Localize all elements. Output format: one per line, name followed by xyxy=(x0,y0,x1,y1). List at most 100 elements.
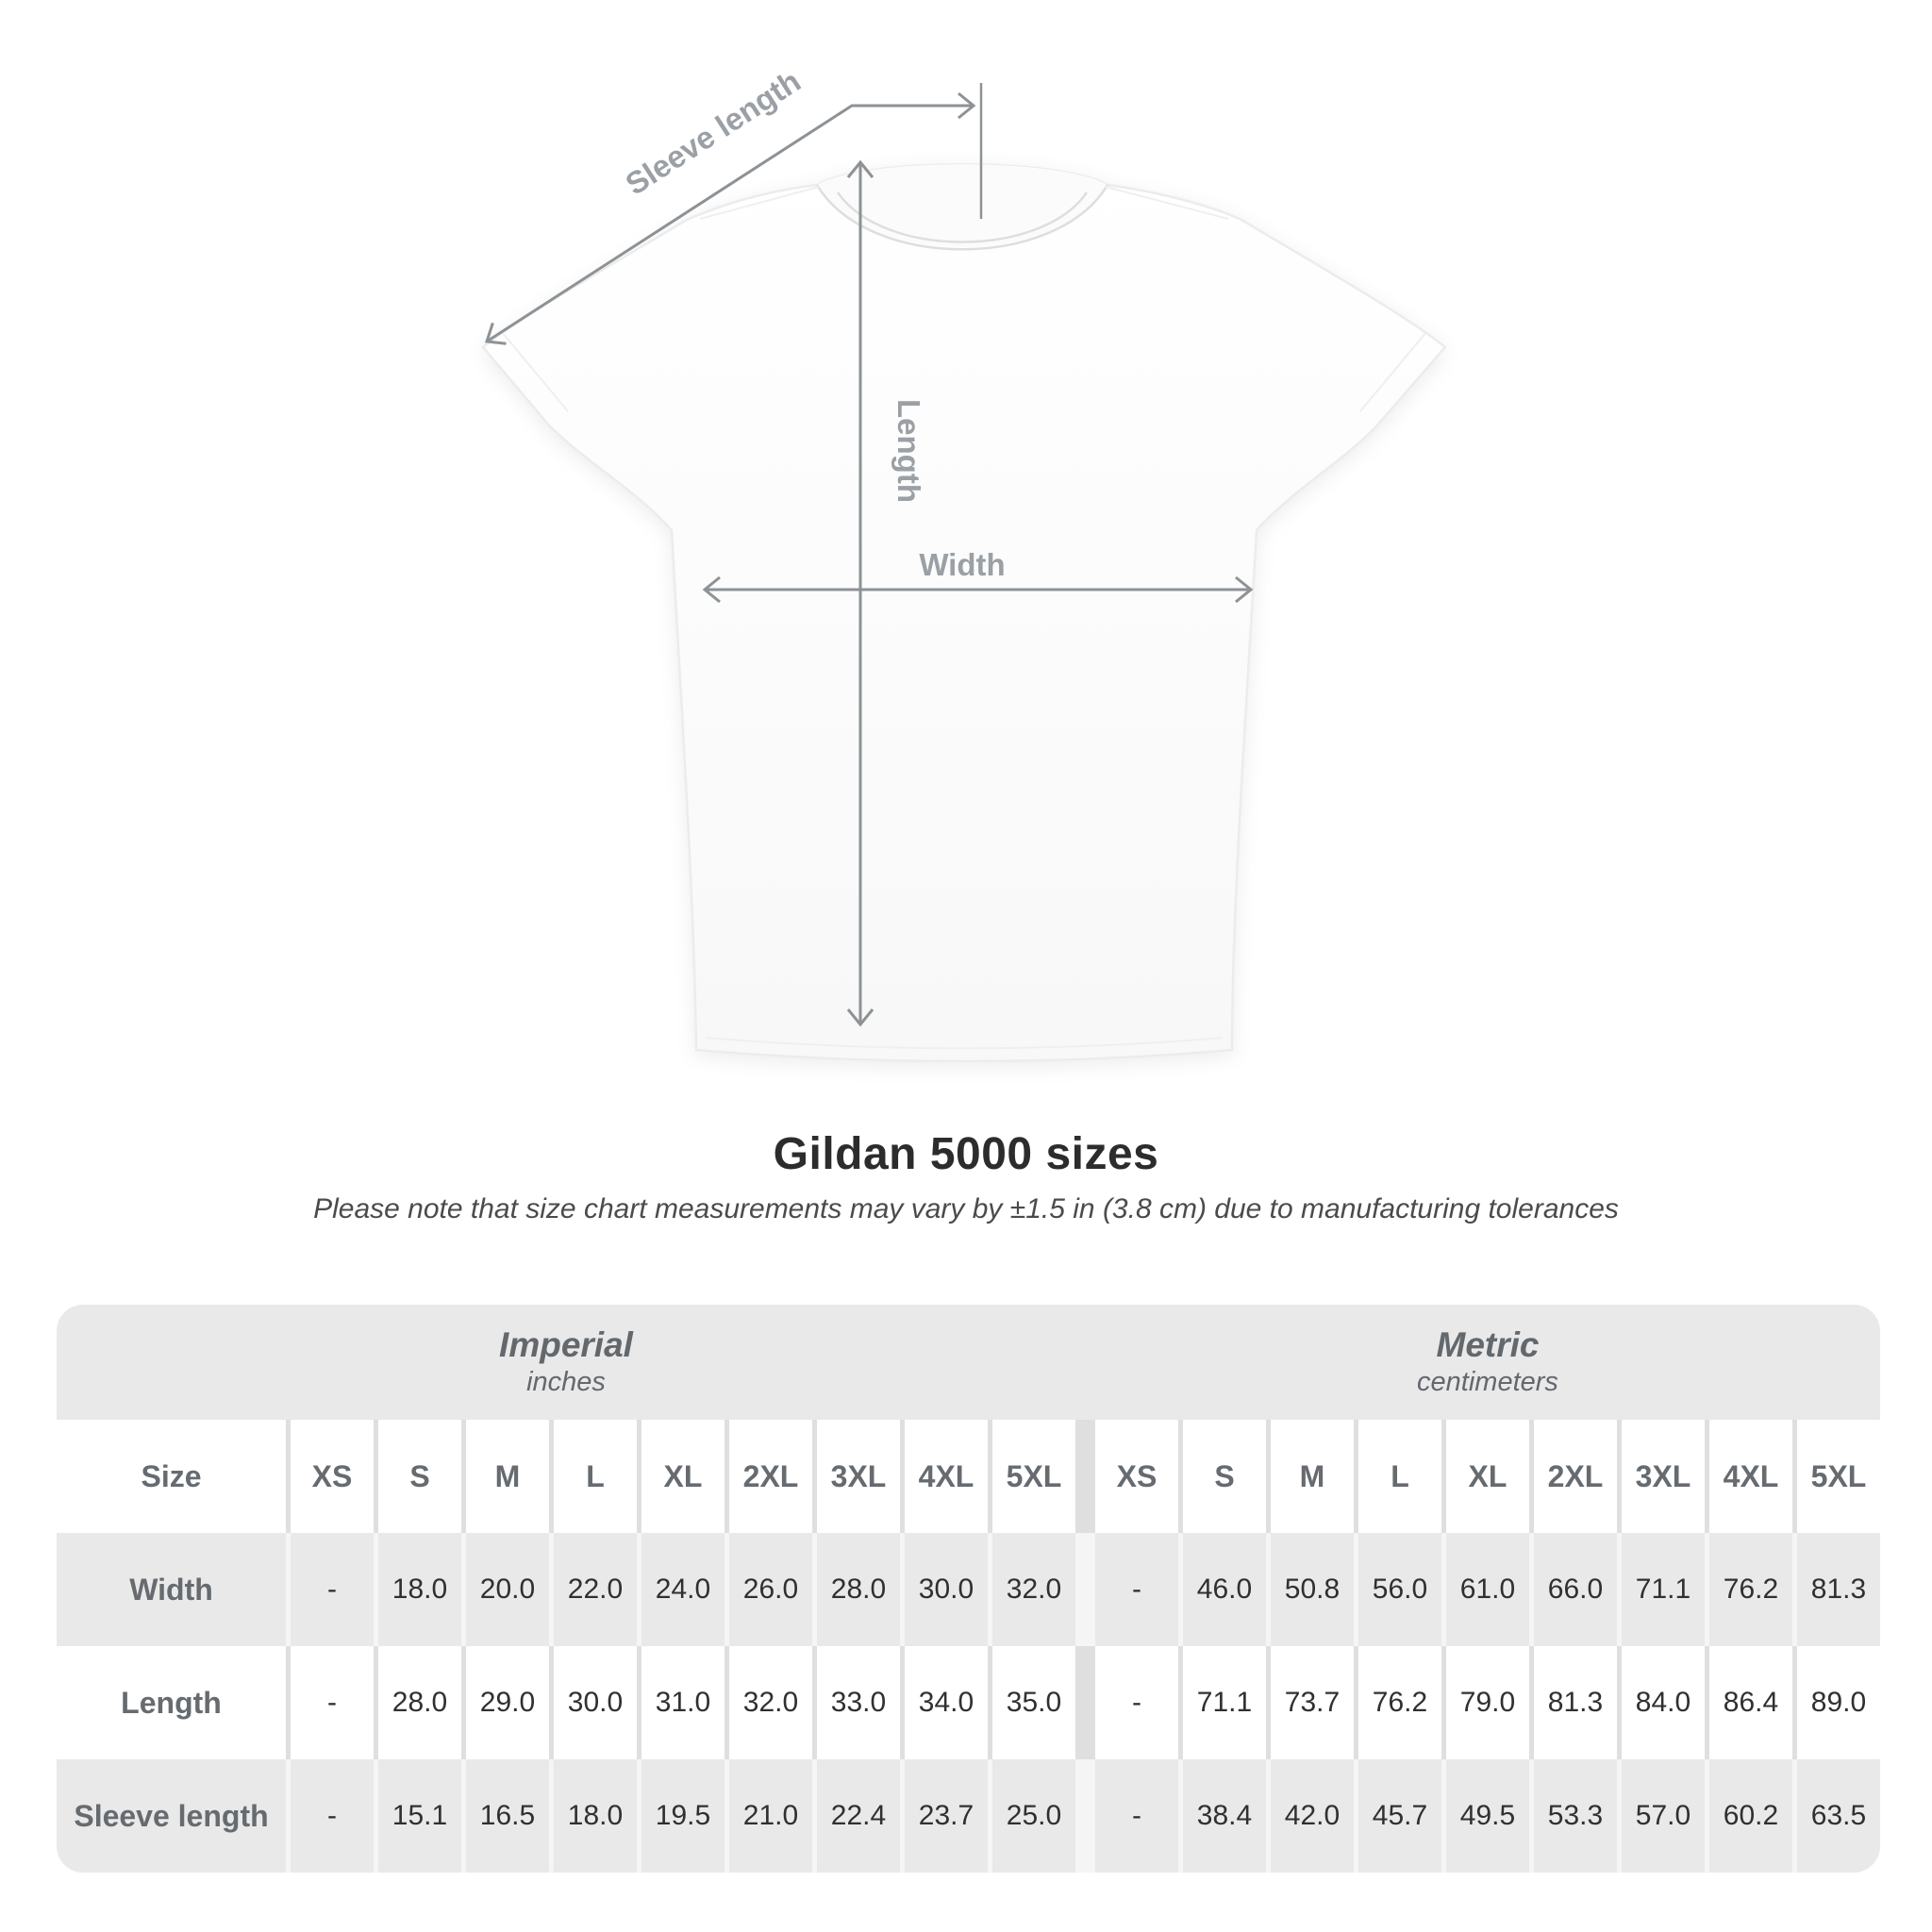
tshirt-graphic xyxy=(481,163,1447,1063)
tshirt-body xyxy=(481,163,1447,1063)
size-header-cell: S xyxy=(378,1420,461,1533)
value-cell: 89.0 xyxy=(1797,1646,1880,1759)
size-header-cell: M xyxy=(1271,1420,1354,1533)
value-cell: 86.4 xyxy=(1709,1646,1792,1759)
value-cell: - xyxy=(291,1646,374,1759)
width-label: Width xyxy=(919,547,1005,582)
value-cell: 31.0 xyxy=(641,1646,724,1759)
imperial-header: Imperial inches xyxy=(57,1305,1075,1420)
value-cell: 33.0 xyxy=(817,1646,900,1759)
size-header-cell: 2XL xyxy=(1534,1420,1617,1533)
value-cell: 73.7 xyxy=(1271,1646,1354,1759)
size-header-cell: 2XL xyxy=(729,1420,812,1533)
size-header-cell: S xyxy=(1183,1420,1266,1533)
metric-unit: centimeters xyxy=(1417,1367,1558,1398)
value-cell: 30.0 xyxy=(905,1533,988,1646)
page-title: Gildan 5000 sizes xyxy=(773,1129,1159,1179)
value-cell: 53.3 xyxy=(1534,1759,1617,1873)
size-table: Imperial inches Metric centimeters Size X… xyxy=(57,1305,1880,1873)
size-header-cell: 5XL xyxy=(1797,1420,1880,1533)
value-cell: 56.0 xyxy=(1358,1533,1441,1646)
value-cell: 63.5 xyxy=(1797,1759,1880,1873)
value-cell: 49.5 xyxy=(1446,1759,1529,1873)
value-cell: - xyxy=(1095,1646,1178,1759)
value-cell: 20.0 xyxy=(466,1533,549,1646)
value-cell: 23.7 xyxy=(905,1759,988,1873)
size-header-cell: 5XL xyxy=(992,1420,1075,1533)
value-cell: 24.0 xyxy=(641,1533,724,1646)
table-row: Sleeve length -15.1 16.5 18.0 19.5 21.0 22.4 23… xyxy=(57,1759,1880,1873)
dimension-lines xyxy=(485,83,1254,1027)
value-cell: 50.8 xyxy=(1271,1533,1354,1646)
right-shoulder-seam xyxy=(1105,186,1229,220)
value-cell: 61.0 xyxy=(1446,1533,1529,1646)
value-cell: 21.0 xyxy=(729,1759,812,1873)
value-cell: 71.1 xyxy=(1183,1646,1266,1759)
table-rows: Size XS S M L XL 2XL 3XL 4XL 5XL XS S M L XL 2XL 3XL 4XL 5… xyxy=(57,1420,1880,1873)
imperial-unit: inches xyxy=(526,1367,606,1398)
value-cell: 76.2 xyxy=(1709,1533,1792,1646)
section-gap xyxy=(1080,1759,1091,1873)
value-cell: 35.0 xyxy=(992,1646,1075,1759)
value-cell: 32.0 xyxy=(729,1646,812,1759)
value-cell: 84.0 xyxy=(1622,1646,1705,1759)
size-header-cell: XL xyxy=(641,1420,724,1533)
value-cell: 38.4 xyxy=(1183,1759,1266,1873)
value-cell: 15.1 xyxy=(378,1759,461,1873)
title-block: Gildan 5000 sizes Please note that size … xyxy=(0,1128,1932,1225)
value-cell: 42.0 xyxy=(1271,1759,1354,1873)
row-label: Sleeve length xyxy=(57,1759,286,1873)
size-header-cell: L xyxy=(554,1420,637,1533)
size-header-cell: L xyxy=(1358,1420,1441,1533)
value-cell: 60.2 xyxy=(1709,1759,1792,1873)
table-row: Width -18.0 20.0 22.0 24.0 26.0 28.0 30.0 32.0-4… xyxy=(57,1533,1880,1646)
table-row: Length -28.0 29.0 30.0 31.0 32.0 33.0 34.0 35.0-… xyxy=(57,1646,1880,1759)
size-header-cell: 3XL xyxy=(817,1420,900,1533)
value-cell: 57.0 xyxy=(1622,1759,1705,1873)
value-cell: 18.0 xyxy=(378,1533,461,1646)
value-cell: - xyxy=(291,1533,374,1646)
value-cell: 18.0 xyxy=(554,1759,637,1873)
right-cuff-seam xyxy=(1359,331,1427,412)
left-cuff-seam xyxy=(501,331,569,412)
size-column-label: Size xyxy=(57,1420,286,1533)
section-gap xyxy=(1080,1646,1091,1759)
value-cell: 34.0 xyxy=(905,1646,988,1759)
value-cell: 19.5 xyxy=(641,1759,724,1873)
size-header-cell: 3XL xyxy=(1622,1420,1705,1533)
value-cell: 28.0 xyxy=(378,1646,461,1759)
size-header-cell: XL xyxy=(1446,1420,1529,1533)
value-cell: - xyxy=(1095,1533,1178,1646)
value-cell: 45.7 xyxy=(1358,1759,1441,1873)
row-label: Length xyxy=(57,1646,286,1759)
metric-title: Metric xyxy=(1436,1324,1540,1364)
page-subtitle: Please note that size chart measurements… xyxy=(313,1193,1619,1224)
value-cell: 26.0 xyxy=(729,1533,812,1646)
imperial-title: Imperial xyxy=(499,1324,633,1364)
value-cell: 81.3 xyxy=(1797,1533,1880,1646)
band-spacer xyxy=(1075,1305,1095,1420)
size-header-cell: XS xyxy=(1095,1420,1178,1533)
sleeve-length-label: Sleeve length xyxy=(619,63,807,202)
value-cell: 46.0 xyxy=(1183,1533,1266,1646)
size-header-cell: XS xyxy=(291,1420,374,1533)
value-cell: 76.2 xyxy=(1358,1646,1441,1759)
section-gap xyxy=(1080,1420,1091,1533)
value-cell: 30.0 xyxy=(554,1646,637,1759)
size-header-cell: 4XL xyxy=(1709,1420,1792,1533)
value-cell: 79.0 xyxy=(1446,1646,1529,1759)
section-gap xyxy=(1080,1533,1091,1646)
unit-header-band: Imperial inches Metric centimeters xyxy=(57,1305,1880,1420)
value-cell: 25.0 xyxy=(992,1759,1075,1873)
size-header-row: Size XS S M L XL 2XL 3XL 4XL 5XL XS S M L XL 2XL 3XL 4XL 5… xyxy=(57,1420,1880,1533)
value-cell: 22.4 xyxy=(817,1759,900,1873)
value-cell: - xyxy=(291,1759,374,1873)
value-cell: 22.0 xyxy=(554,1533,637,1646)
value-cell: 71.1 xyxy=(1622,1533,1705,1646)
value-cell: 32.0 xyxy=(992,1533,1075,1646)
value-cell: 81.3 xyxy=(1534,1646,1617,1759)
value-cell: 28.0 xyxy=(817,1533,900,1646)
value-cell: 66.0 xyxy=(1534,1533,1617,1646)
